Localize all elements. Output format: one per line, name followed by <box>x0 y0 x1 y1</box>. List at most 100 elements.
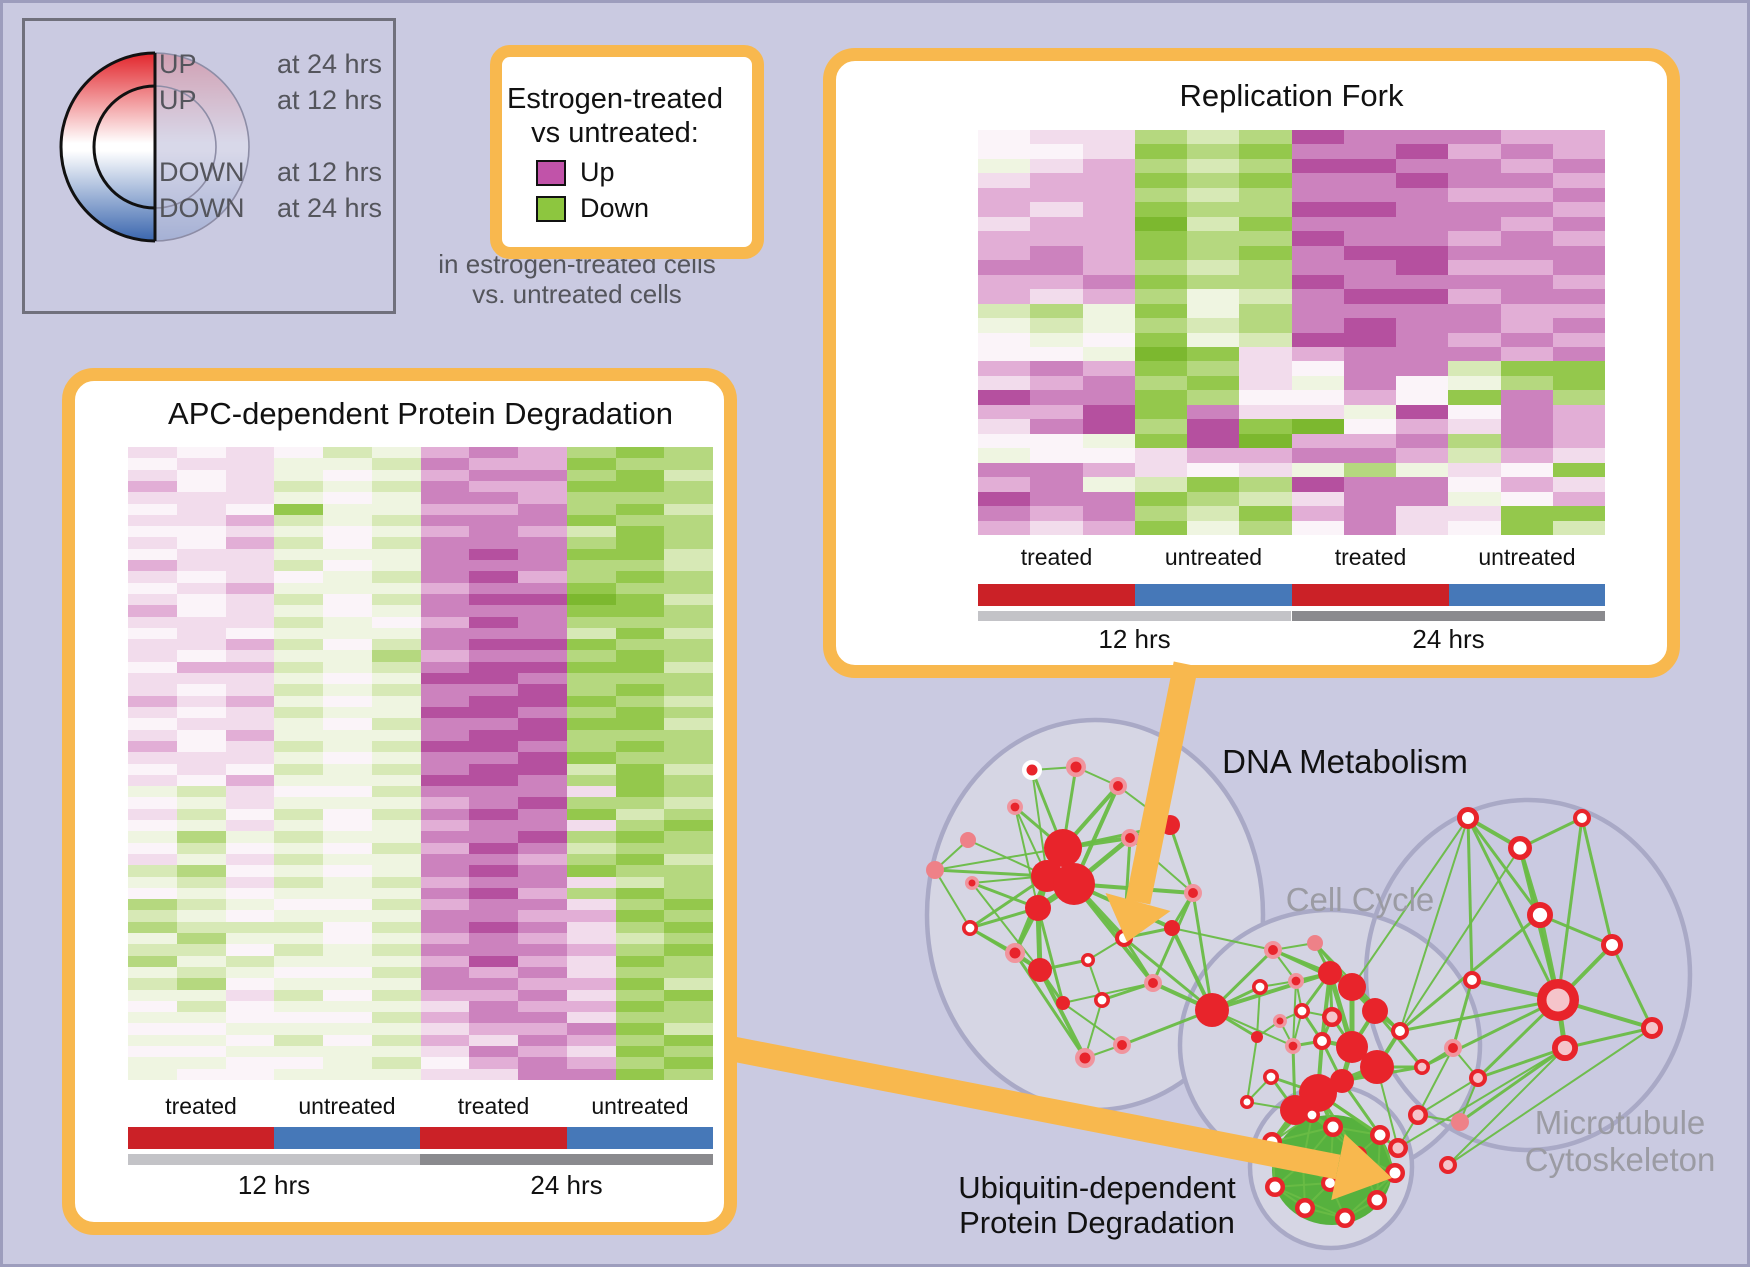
heatmap-cell <box>615 729 665 741</box>
heatmap-cell <box>1239 419 1292 434</box>
heatmap-cell <box>469 560 518 572</box>
heatmap-cell <box>615 763 665 775</box>
heatmap-cell <box>225 560 275 572</box>
heatmap-cell <box>225 966 275 979</box>
heatmap-cell <box>469 571 518 583</box>
heatmap-cell <box>1239 375 1292 391</box>
heatmap-cell <box>664 593 713 606</box>
heatmap-cell <box>420 650 470 662</box>
heatmap-cell <box>1448 173 1501 188</box>
heatmap-cell <box>664 548 713 561</box>
heatmap-cell <box>128 955 177 967</box>
heatmap-cell <box>274 820 323 832</box>
heatmap-cell <box>274 1034 323 1047</box>
heatmap-cell <box>1239 491 1292 507</box>
heatmap-cell <box>323 503 372 515</box>
heatmap-cell <box>225 548 275 561</box>
heatmap-cell <box>615 560 665 572</box>
cluster-label-dna-metabolism: DNA Metabolism <box>1222 743 1468 780</box>
updown-time-label: at 12 hrs <box>277 85 383 115</box>
heatmap-cell <box>420 955 470 967</box>
heatmap-cell <box>664 752 713 764</box>
heatmap-cell <box>1134 318 1187 333</box>
heatmap-cell <box>323 944 372 956</box>
heatmap-cell <box>664 492 713 504</box>
heatmap-cell <box>469 548 518 561</box>
heatmap-cell <box>518 752 567 764</box>
heatmap-cell <box>420 503 470 515</box>
heatmap-cell <box>1448 390 1501 405</box>
heatmap-cell <box>323 966 372 979</box>
heatmap-cell <box>225 650 275 662</box>
heatmap-cell <box>518 469 567 481</box>
heatmap-cell <box>518 842 567 854</box>
heatmap-cell <box>1396 448 1449 463</box>
heatmap-cell <box>176 933 226 945</box>
heatmap-cell <box>1291 477 1344 492</box>
heatmap-cell <box>420 616 470 628</box>
heatmap-cell <box>420 944 470 956</box>
updown-direction-label: UP <box>159 49 197 79</box>
heatmap-cell <box>323 842 372 854</box>
heatmap-cell <box>225 978 275 990</box>
heatmap-cell <box>469 763 518 775</box>
heatmap-cell <box>1082 318 1135 333</box>
heatmap-cell <box>420 537 470 549</box>
heatmap-cell <box>420 1034 470 1047</box>
heatmap-cell <box>323 537 372 549</box>
heatmap-cell <box>323 582 372 594</box>
heatmap-cell <box>978 462 1031 478</box>
heatmap-cell <box>274 526 323 538</box>
heatmap-cell <box>518 966 567 979</box>
heatmap-cell <box>1030 404 1083 420</box>
heatmap-cell <box>420 480 470 493</box>
heatmap-cell <box>128 910 177 922</box>
heatmap-cell <box>664 786 713 798</box>
heatmap-cell <box>615 1034 665 1047</box>
heatmap-cell <box>469 899 518 911</box>
heatmap-cell <box>518 673 567 685</box>
heatmap-cell <box>128 447 177 459</box>
heatmap-cell <box>128 933 177 945</box>
heatmap-cell <box>225 469 275 481</box>
heatmap-cell <box>566 1057 616 1069</box>
heatmap-cell <box>323 797 372 809</box>
heatmap-cell <box>1291 404 1344 420</box>
heatmap-cell <box>1239 158 1292 174</box>
rf-24hrs-bar <box>1292 611 1605 621</box>
heatmap-cell <box>323 978 372 990</box>
heatmap-cell <box>566 627 616 640</box>
heatmap-cell <box>323 447 372 459</box>
heatmap-cell <box>615 673 665 685</box>
heatmap-cell <box>1187 477 1240 492</box>
heatmap-cell <box>225 955 275 967</box>
heatmap-cell <box>518 740 567 753</box>
heatmap-cell <box>1396 216 1449 232</box>
heatmap-cell <box>1291 231 1344 246</box>
heatmap-cell <box>1552 477 1605 492</box>
heatmap-cell <box>176 1023 226 1035</box>
heatmap-cell <box>1343 332 1396 347</box>
heatmap-cell <box>128 526 177 538</box>
heatmap-cell <box>1082 303 1135 319</box>
heatmap-cell <box>420 1012 470 1024</box>
heatmap-cell <box>176 639 226 651</box>
heatmap-cell <box>128 537 177 549</box>
heatmap-cell <box>518 639 567 651</box>
heatmap-cell <box>664 627 713 640</box>
heatmap-cell <box>1291 260 1344 275</box>
heatmap-cell <box>1500 130 1553 145</box>
heatmap-cell <box>518 480 567 493</box>
heatmap-cell <box>274 763 323 775</box>
heatmap-cell <box>371 740 421 753</box>
heatmap-cell <box>615 820 665 832</box>
heatmap-cell <box>978 245 1031 261</box>
heatmap-cell <box>128 673 177 685</box>
heatmap-cell <box>518 1068 567 1080</box>
heatmap-cell <box>176 966 226 979</box>
heatmap-cell <box>664 560 713 572</box>
heatmap-cell <box>1134 303 1187 319</box>
heatmap-cell <box>1291 245 1344 261</box>
heatmap-cell <box>664 616 713 628</box>
heatmap-cell <box>1239 404 1292 420</box>
